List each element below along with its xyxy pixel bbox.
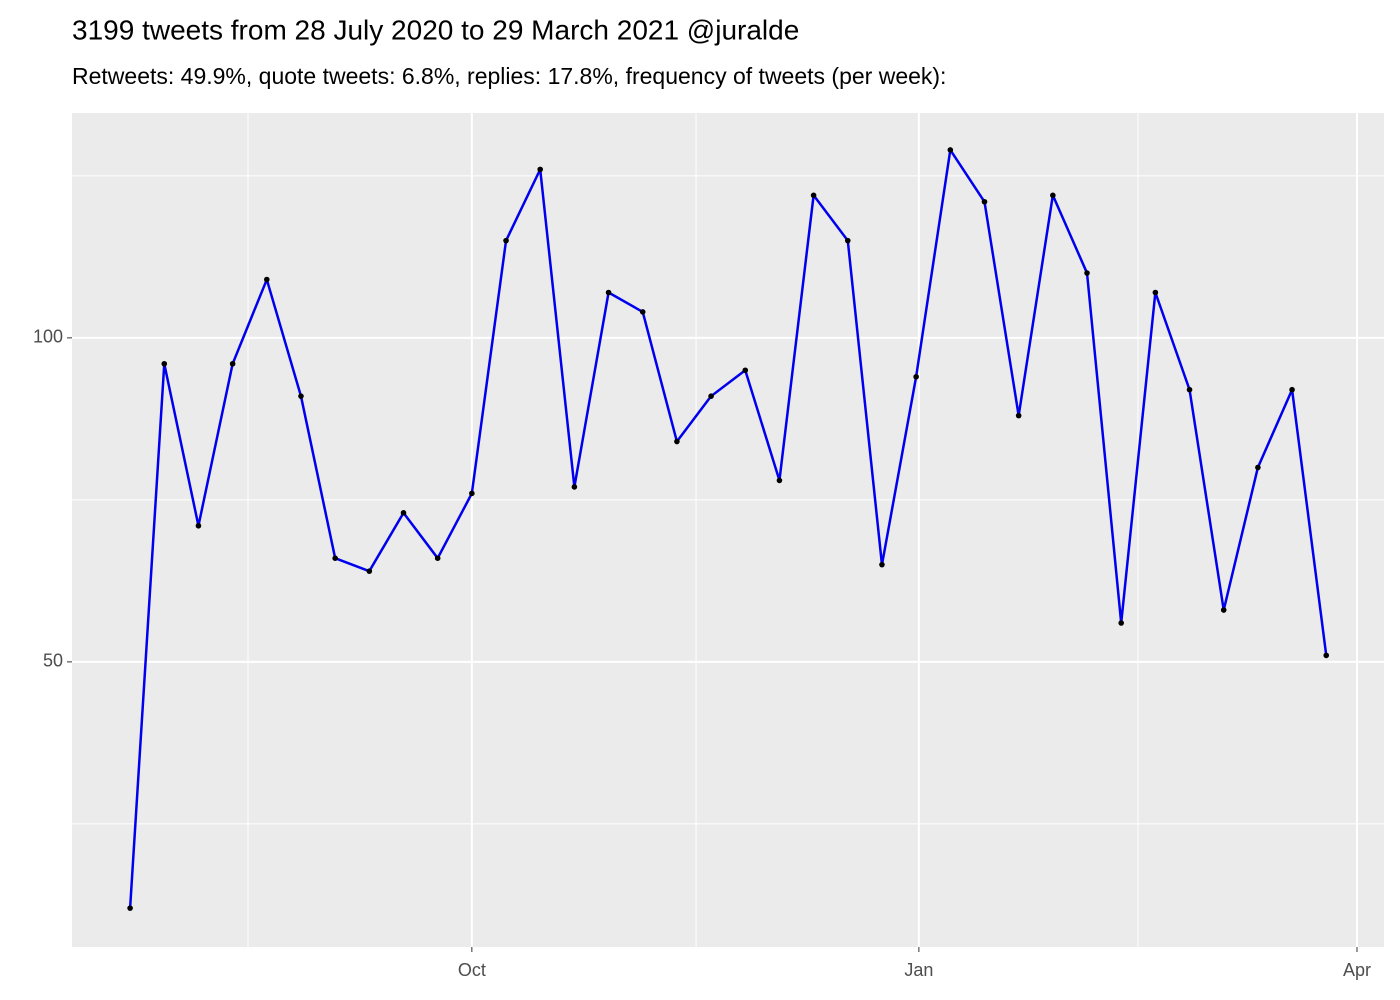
y-tick-label: 100 (33, 327, 63, 347)
point (127, 905, 133, 911)
panel (72, 113, 1384, 947)
x-tick-label: Oct (458, 960, 486, 980)
point (400, 510, 407, 516)
chart-title: 3199 tweets from 28 July 2020 to 29 Marc… (72, 14, 799, 45)
point (229, 360, 236, 367)
point (469, 490, 475, 497)
point (1186, 386, 1193, 393)
point (708, 393, 714, 399)
point (1255, 464, 1261, 471)
point (879, 561, 885, 568)
point (1118, 620, 1124, 626)
point (1220, 607, 1227, 613)
line (128, 148, 1328, 909)
y-tick-label: 50 (43, 651, 63, 671)
point (742, 367, 749, 374)
point (434, 555, 441, 561)
point (298, 393, 304, 399)
point (1152, 289, 1159, 296)
point (913, 373, 919, 380)
point (366, 568, 373, 574)
point (674, 438, 680, 445)
point (332, 555, 338, 561)
point (571, 484, 578, 490)
x-tick-label: Apr (1343, 960, 1371, 980)
x-tick-label: Jan (904, 960, 933, 980)
point (1289, 386, 1295, 393)
point (947, 147, 954, 153)
point (264, 276, 270, 283)
point (1050, 192, 1056, 199)
chart-subtitle: Retweets: 49.9%, quote tweets: 6.8%, rep… (72, 63, 946, 89)
point (1323, 652, 1330, 659)
point (1084, 270, 1090, 276)
point (639, 309, 646, 315)
point (1015, 412, 1022, 419)
point (776, 477, 783, 484)
point (844, 237, 851, 244)
point (810, 192, 817, 199)
point (161, 360, 168, 367)
point (503, 237, 509, 244)
point (195, 522, 202, 529)
point (981, 198, 988, 205)
point (605, 289, 612, 296)
point (537, 166, 544, 173)
